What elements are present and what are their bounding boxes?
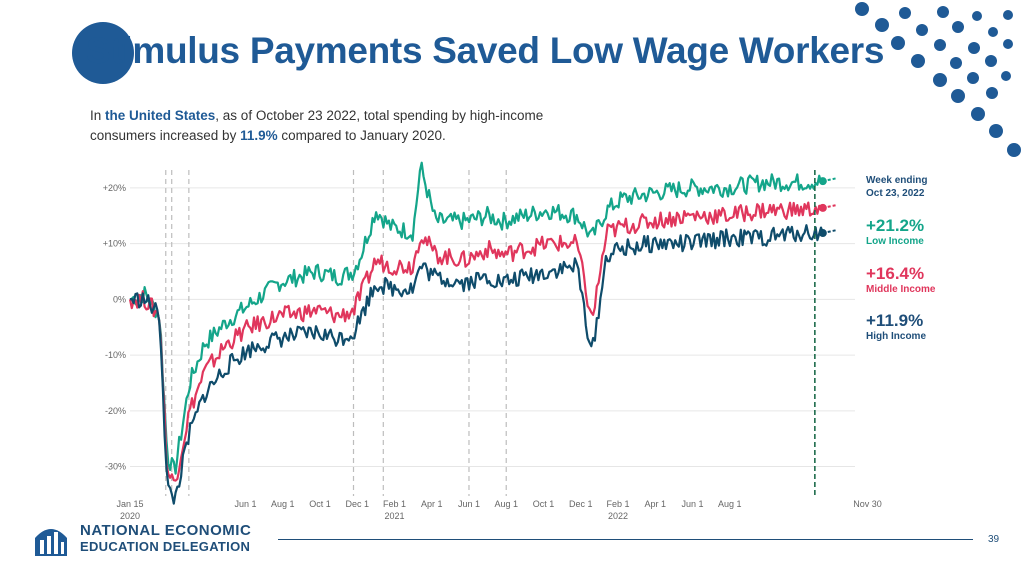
- week-ending-line2: Oct 23, 2022: [866, 188, 925, 199]
- chart-series: [128, 161, 838, 505]
- x-tick-year: 2022: [608, 511, 628, 521]
- org-name-line1: NATIONAL ECONOMIC: [80, 522, 252, 539]
- org-name-line2: EDUCATION DELEGATION: [80, 539, 251, 554]
- x-tick-label: Dec 1: [569, 499, 593, 509]
- x-axis-ticks: Jan 15 2020 Jun 1 Aug 1 Oct 1 Dec 1 Feb 1 2021 A…: [116, 499, 881, 521]
- x-tick-year: 2020: [120, 511, 140, 521]
- subtitle-percent: 11.9%: [240, 128, 278, 143]
- x-tick-label: Jun 1: [458, 499, 480, 509]
- subtitle-middle: , as of October 23 2022, total spending …: [90, 108, 544, 143]
- y-axis-ticks: +20% +10% 0% -10% -20% -30%: [103, 183, 126, 472]
- footer-divider: [278, 539, 973, 540]
- decorative-dot-pattern: [855, 2, 1021, 157]
- x-tick-label: Apr 1: [421, 499, 443, 509]
- page-number: 39: [988, 534, 1000, 545]
- middle-income-value: +16.4%: [866, 264, 925, 283]
- subtitle: In the United States, as of October 23 2…: [90, 106, 610, 146]
- x-tick-label: Nov 30: [853, 499, 882, 509]
- x-tick-label: Aug 1: [494, 499, 518, 509]
- x-tick-label: Aug 1: [718, 499, 742, 509]
- x-tick-label: Oct 1: [309, 499, 331, 509]
- high-income-annotation: +11.9% High Income: [866, 311, 926, 343]
- low-income-annotation: +21.2% Low Income: [866, 216, 924, 248]
- y-tick-label: -20%: [105, 406, 126, 416]
- low-income-label: Low Income: [866, 236, 924, 247]
- x-tick-label: Jun 1: [234, 499, 256, 509]
- middle-income-annotation: +16.4% Middle Income: [866, 264, 935, 296]
- middle-income-label: Middle Income: [866, 284, 936, 295]
- x-tick-label: Dec 1: [345, 499, 369, 509]
- title-accent-circle: [72, 22, 134, 84]
- high-income-value: +11.9%: [866, 311, 924, 330]
- week-ending-line1: Week ending: [866, 175, 928, 186]
- low-income-value: +21.2%: [866, 216, 925, 235]
- x-tick-year: 2021: [384, 511, 404, 521]
- series-end-marker: [818, 203, 827, 212]
- nedelegation-logo-icon: [35, 529, 67, 556]
- series-end-marker: [818, 229, 827, 238]
- y-tick-label: +20%: [103, 183, 126, 193]
- series-line-low-income: [129, 161, 824, 475]
- week-ending-label: Week ending Oct 23, 2022: [866, 174, 928, 200]
- y-tick-label: -10%: [105, 350, 126, 360]
- subtitle-end: compared to January 2020.: [277, 128, 446, 143]
- x-tick-label: Aug 1: [271, 499, 295, 509]
- series-line-middle-income: [128, 201, 824, 482]
- x-tick-label: Feb 1: [383, 499, 406, 509]
- high-income-label: High Income: [866, 331, 927, 342]
- y-tick-label: +10%: [103, 239, 126, 249]
- subtitle-prefix: In: [90, 108, 106, 123]
- y-tick-label: 0%: [113, 294, 126, 304]
- x-tick-label: Feb 1: [606, 499, 629, 509]
- series-line-high-income: [129, 224, 824, 505]
- x-tick-label: Jan 15: [116, 499, 143, 509]
- x-tick-label: Oct 1: [533, 499, 555, 509]
- y-tick-label: -30%: [105, 462, 126, 472]
- page-title: Stimulus Payments Saved Low Wage Workers: [86, 30, 885, 71]
- x-tick-label: Jun 1: [681, 499, 703, 509]
- x-tick-label: Apr 1: [644, 499, 666, 509]
- subtitle-country: the United States: [105, 108, 216, 123]
- spending-line-chart: +20% +10% 0% -10% -20% -30% Jan 15 2020 Jun 1 Au…: [103, 161, 882, 521]
- series-end-marker: [818, 177, 827, 186]
